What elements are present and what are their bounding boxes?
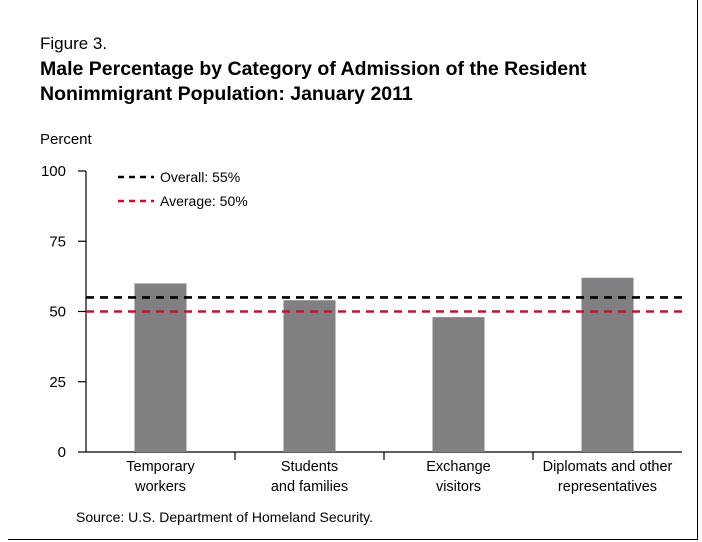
figure-label: Figure 3. [40,34,108,53]
x-tick-label: Temporary [126,459,195,475]
bars [134,277,634,452]
x-tick-label: Students [281,459,338,475]
y-tick-label: 50 [49,304,66,321]
y-tick-label: 100 [41,163,66,180]
y-axis-label: Percent [40,131,92,148]
x-tick-label: and families [271,479,348,495]
y-tick-label: 0 [58,444,66,461]
bar [134,283,187,452]
x-tick-labels: Temporary workers Students and families Exch… [126,459,672,495]
source-note: Source: U.S. Department of Homeland Secu… [76,509,373,525]
x-tick-label: Exchange [426,459,491,475]
reference-lines [86,296,682,313]
legend: Overall: 55% Average: 50% [118,169,248,209]
x-tick-label: visitors [436,479,481,495]
chart-title: Male Percentage by Category of Admission… [40,58,587,105]
bar [432,317,485,452]
y-tick-label: 75 [49,233,66,250]
bar [581,277,634,452]
x-tick-label: representatives [558,479,657,495]
bar [283,300,336,452]
y-tick-labels: 0 25 50 75 100 [41,163,66,461]
x-tick-label: Diplomats and other [543,459,673,475]
legend-label: Average: 50% [160,193,248,209]
x-tick-label: workers [134,479,186,495]
figure-frame [8,0,698,540]
y-tick-label: 25 [49,374,66,391]
legend-label: Overall: 55% [160,169,240,185]
